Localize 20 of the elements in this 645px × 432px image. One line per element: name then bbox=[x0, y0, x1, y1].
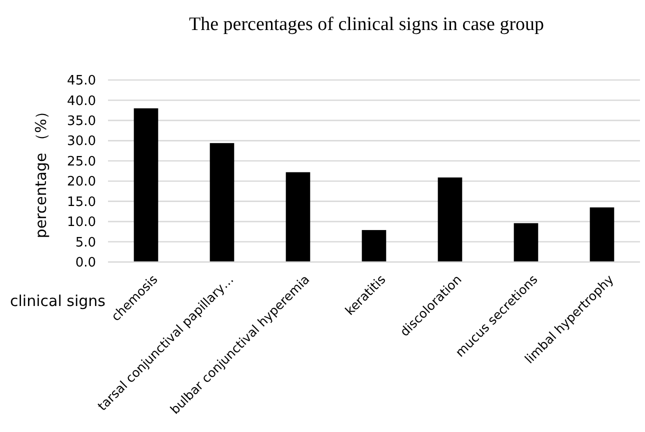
y-tick-label: 25.0 bbox=[67, 154, 96, 170]
chart-title: The percentages of clinical signs in case group bbox=[188, 14, 544, 35]
y-tick-label: 15.0 bbox=[67, 194, 96, 210]
y-tick-label: 35.0 bbox=[67, 114, 96, 129]
bar bbox=[134, 108, 158, 262]
bar bbox=[438, 177, 462, 262]
x-axis-title: clinical signs bbox=[10, 292, 106, 310]
y-tick-label: 10.0 bbox=[67, 215, 96, 230]
y-tick-label: 20.0 bbox=[67, 174, 96, 190]
y-tick-label: 30.0 bbox=[67, 134, 96, 150]
bar bbox=[590, 207, 614, 262]
bar bbox=[362, 230, 386, 262]
y-tick-label: 5.0 bbox=[75, 235, 96, 250]
bar bbox=[210, 143, 234, 262]
y-tick-label: 40.0 bbox=[67, 94, 96, 109]
bar bbox=[286, 172, 310, 262]
y-tick-label: 45.0 bbox=[67, 74, 96, 89]
y-axis-title: percentage （%） bbox=[32, 104, 50, 238]
bar bbox=[514, 223, 538, 262]
y-tick-label: 0.0 bbox=[75, 256, 96, 271]
